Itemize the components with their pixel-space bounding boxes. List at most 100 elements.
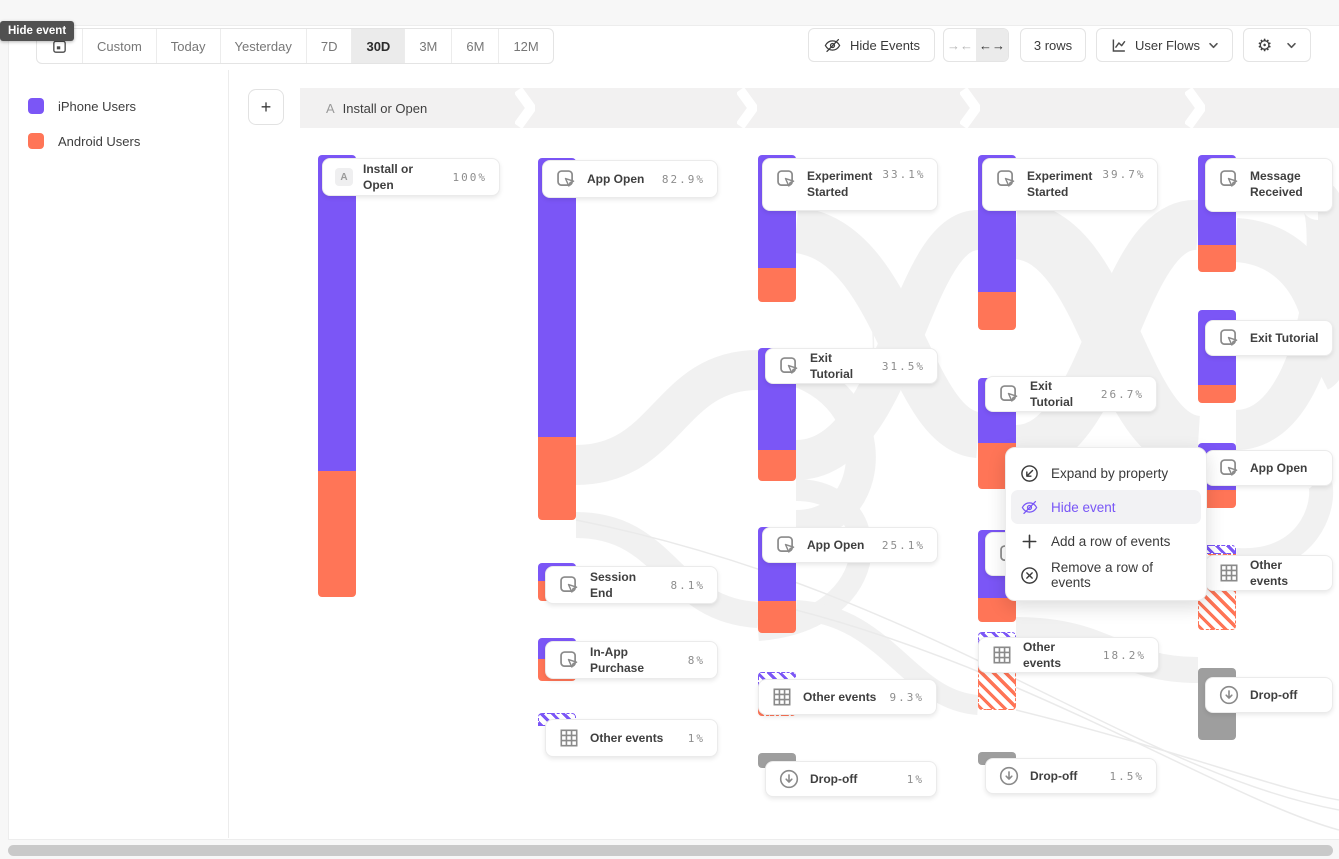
date-range-today[interactable]: Today — [157, 29, 221, 63]
legend-item-iphone[interactable]: iPhone Users — [28, 98, 136, 114]
node-label: App Open — [587, 171, 645, 186]
date-range-7d[interactable]: 7D — [307, 29, 353, 63]
horizontal-scrollbar[interactable] — [8, 845, 1333, 856]
flow-node-app-open[interactable]: App Open 82.9% — [542, 160, 718, 198]
expand-property-icon — [1020, 464, 1039, 483]
flow-node-other-events-4[interactable]: Other events — [1205, 555, 1333, 591]
bar-segment-android — [978, 598, 1016, 622]
date-range-30d[interactable]: 30D — [352, 29, 406, 63]
flow-node-install-or-open[interactable]: A Install or Open 100% — [322, 158, 500, 196]
date-range-12m[interactable]: 12M — [513, 38, 539, 54]
flow-node-in-app-purchase[interactable]: In-App Purchase 8% — [545, 641, 718, 679]
node-badge: A — [335, 168, 353, 186]
drop-off-icon — [778, 768, 800, 790]
step-label: Install or Open — [342, 100, 428, 116]
flow-node-exit-tutorial-3[interactable]: Exit Tutorial — [1205, 320, 1333, 356]
menu-item-expand-by-property[interactable]: Expand by property — [1011, 456, 1201, 490]
flow-node-other-events-3[interactable]: Other events 18.2% — [978, 637, 1159, 673]
settings-dropdown[interactable]: ⚙ — [1243, 28, 1311, 62]
grid-icon — [1218, 562, 1240, 584]
node-label: Exit Tutorial — [1250, 330, 1319, 345]
menu-item-hide-event[interactable]: Hide event — [1011, 490, 1201, 524]
flow-ribbons — [575, 180, 1339, 831]
bar-segment-android — [978, 292, 1016, 330]
bar-segment-iphone — [318, 155, 356, 471]
flow-node-other-events-2[interactable]: Other events 9.3% — [758, 679, 937, 715]
flow-node-exit-tutorial-2[interactable]: Exit Tutorial 26.7% — [985, 376, 1157, 412]
node-label: Drop-off — [810, 771, 858, 786]
flow-node-experiment-started[interactable]: Experiment Started 33.1% — [762, 158, 938, 211]
flow-node-exit-tutorial[interactable]: Exit Tutorial 31.5% — [765, 348, 938, 384]
node-label: Experiment Started — [1027, 169, 1093, 200]
user-flows-icon — [1110, 37, 1127, 54]
flow-node-app-open-3[interactable]: App Open — [1205, 450, 1333, 486]
bar-segment-iphone — [538, 158, 576, 437]
breadcrumb-chevron-icon — [515, 88, 535, 128]
bar-segment-android-hatch — [978, 667, 1016, 710]
menu-item-label: Add a row of events — [1051, 533, 1171, 549]
event-icon — [558, 574, 580, 596]
date-range-custom[interactable]: Custom — [83, 29, 157, 63]
event-icon — [1218, 457, 1240, 479]
collapse-columns-button[interactable]: →← — [947, 37, 973, 53]
event-icon — [775, 534, 797, 556]
date-range-yesterday[interactable]: Yesterday — [221, 29, 307, 63]
menu-item-add-row[interactable]: Add a row of events — [1011, 524, 1201, 558]
breadcrumb-chevron-icon — [960, 88, 980, 128]
node-label: Other events — [1250, 557, 1289, 588]
flow-bar-install-or-open[interactable] — [318, 155, 356, 597]
hide-events-button[interactable]: Hide Events — [808, 28, 935, 62]
date-range-3m[interactable]: 3M — [405, 29, 453, 63]
menu-item-remove-row[interactable]: Remove a row of events — [1011, 558, 1201, 592]
bar-segment-android — [1198, 490, 1236, 508]
flow-bar-app-open[interactable] — [538, 158, 576, 520]
node-value: 31.5% — [881, 359, 925, 373]
node-label: Exit Tutorial — [810, 350, 854, 381]
flow-node-session-end[interactable]: Session End 8.1% — [545, 566, 718, 604]
rows-button[interactable]: 3 rows — [1020, 28, 1086, 62]
expand-columns-button[interactable]: ←→ — [976, 29, 1008, 61]
flow-node-app-open-2[interactable]: App Open 25.1% — [762, 527, 938, 563]
bar-segment-android — [318, 471, 356, 597]
node-value: 100% — [452, 170, 487, 184]
node-label: Install or Open — [363, 161, 414, 192]
flow-node-drop-off-2[interactable]: Drop-off 1.5% — [985, 758, 1157, 794]
add-step-button[interactable]: + — [248, 89, 284, 125]
date-range-6m[interactable]: 6M — [452, 29, 500, 63]
chevron-down-icon — [1208, 40, 1219, 51]
event-context-menu: Expand by property Hide event Add a row … — [1005, 447, 1207, 601]
breadcrumb-step-1[interactable]: A Install or Open — [326, 101, 427, 116]
node-value: 25.1% — [881, 538, 925, 552]
event-icon — [558, 649, 580, 671]
node-value: 82.9% — [661, 172, 705, 186]
flow-node-drop-off-3[interactable]: Drop-off — [1205, 677, 1333, 713]
android-users-swatch — [28, 133, 44, 149]
remove-circle-icon — [1020, 566, 1039, 585]
node-value: 26.7% — [1100, 387, 1144, 401]
legend-item-android[interactable]: Android Users — [28, 133, 140, 149]
menu-item-label: Hide event — [1051, 499, 1116, 515]
node-value: 8% — [687, 653, 705, 667]
drop-off-icon — [998, 765, 1020, 787]
flow-node-message-received[interactable]: Message Received — [1205, 158, 1333, 212]
hide-events-label: Hide Events — [849, 37, 921, 53]
flow-node-other-events[interactable]: Other events 1% — [545, 719, 718, 757]
chevron-down-icon — [1286, 40, 1297, 51]
node-label: In-App Purchase — [590, 644, 645, 675]
node-label: Other events — [803, 689, 877, 704]
plus-icon — [1020, 532, 1039, 551]
menu-item-label: Remove a row of events — [1051, 560, 1154, 590]
eye-off-icon — [1020, 498, 1039, 517]
event-icon — [555, 168, 577, 190]
calendar-button[interactable] — [37, 29, 83, 63]
node-label: App Open — [1250, 460, 1308, 475]
view-selector[interactable]: User Flows — [1096, 28, 1233, 62]
menu-item-label: Expand by property — [1051, 465, 1169, 481]
flow-node-experiment-started-2[interactable]: Experiment Started 39.7% — [982, 158, 1158, 211]
grid-icon — [991, 644, 1013, 666]
flow-node-drop-off[interactable]: Drop-off 1% — [765, 761, 937, 797]
node-value: 33.1% — [882, 168, 926, 181]
bar-segment-android — [1198, 245, 1236, 272]
bar-segment-android — [538, 437, 576, 520]
hide-event-tooltip: Hide event — [0, 21, 75, 41]
